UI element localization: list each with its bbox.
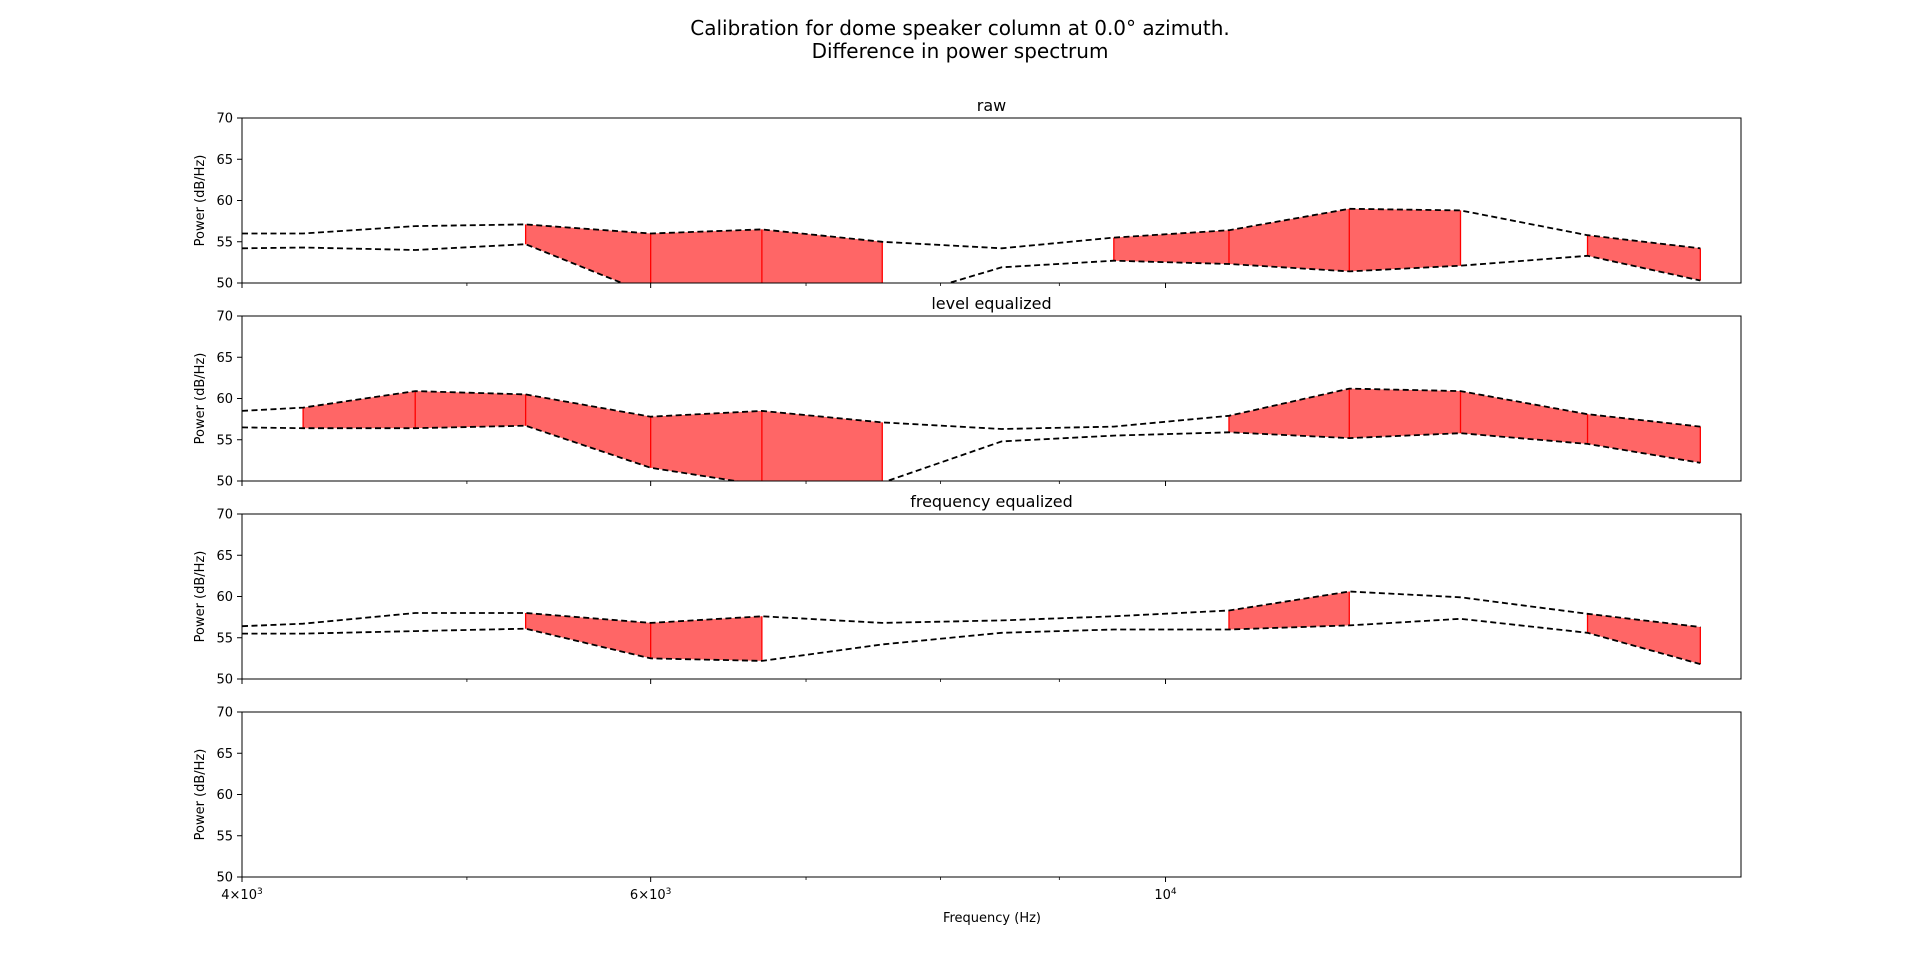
series-line-1 (242, 590, 1701, 628)
y-tick-label: 65 (216, 549, 233, 564)
axes-frame (241, 711, 1742, 878)
plot-area (242, 387, 1701, 481)
y-tick-label: 50 (216, 475, 233, 490)
y-tick-label: 55 (216, 433, 233, 448)
panel-title: level equalized (931, 294, 1051, 313)
y-tick-label: 55 (216, 829, 233, 844)
figure-title: Calibration for dome speaker column at 0… (690, 16, 1230, 40)
difference-region (1587, 613, 1701, 665)
plot-area (242, 207, 1701, 283)
y-tick-label: 70 (216, 112, 233, 127)
panel-title: frequency equalized (910, 492, 1073, 511)
panel-2: 50 55 60 65 70 level equalized Power (dB/Hz) (193, 294, 1742, 490)
panel-3: 50 55 60 65 70 frequency equalized Power (dB/H… (193, 492, 1742, 688)
y-axis-label: Power (dB/Hz) (193, 155, 208, 247)
y-tick-label: 55 (216, 235, 233, 250)
series-line-1 (242, 387, 1701, 430)
y-tick-label: 65 (216, 153, 233, 168)
difference-region (1587, 235, 1701, 281)
series-line-2 (242, 617, 1701, 665)
difference-region (525, 613, 762, 661)
plot-area (242, 590, 1701, 665)
y-tick-label: 60 (216, 788, 233, 803)
y-tick-label: 70 (216, 508, 233, 523)
y-tick-label: 60 (216, 194, 233, 209)
y-tick-label: 70 (216, 706, 233, 721)
y-tick-label: 50 (216, 277, 233, 292)
y-tick-label: 50 (216, 673, 233, 688)
difference-region (303, 391, 883, 481)
axes-frame (241, 513, 1742, 680)
difference-region (1229, 591, 1350, 630)
y-tick-label: 60 (216, 590, 233, 605)
y-tick-label: 65 (216, 747, 233, 762)
y-axis-label: Power (dB/Hz) (193, 551, 208, 643)
y-tick-label: 55 (216, 631, 233, 646)
figure-subtitle: Difference in power spectrum (811, 39, 1109, 63)
series-line-2 (242, 424, 1701, 481)
series-line-1 (242, 207, 1701, 250)
y-tick-label: 70 (216, 310, 233, 325)
y-tick-label: 65 (216, 351, 233, 366)
x-tick-label: 4×103 (221, 887, 262, 903)
y-tick-label: 50 (216, 871, 233, 886)
difference-region (1229, 388, 1701, 463)
panel-title: raw (977, 96, 1006, 115)
y-axis-label: Power (dB/Hz) (193, 353, 208, 445)
difference-region (1113, 208, 1461, 272)
difference-region (525, 224, 883, 283)
series-line-2 (242, 243, 1701, 283)
axes-frame (241, 117, 1742, 284)
panel-1: 50 55 60 65 70 raw Power (dB/Hz) (193, 96, 1742, 292)
x-tick-label: 104 (1154, 887, 1177, 903)
x-axis-label: Frequency (Hz) (943, 911, 1041, 926)
y-axis-label: Power (dB/Hz) (193, 749, 208, 841)
panel-4: 50 55 60 65 70 Power (dB/Hz) (193, 706, 1742, 886)
x-tick-label: 6×103 (630, 887, 671, 903)
y-tick-label: 60 (216, 392, 233, 407)
